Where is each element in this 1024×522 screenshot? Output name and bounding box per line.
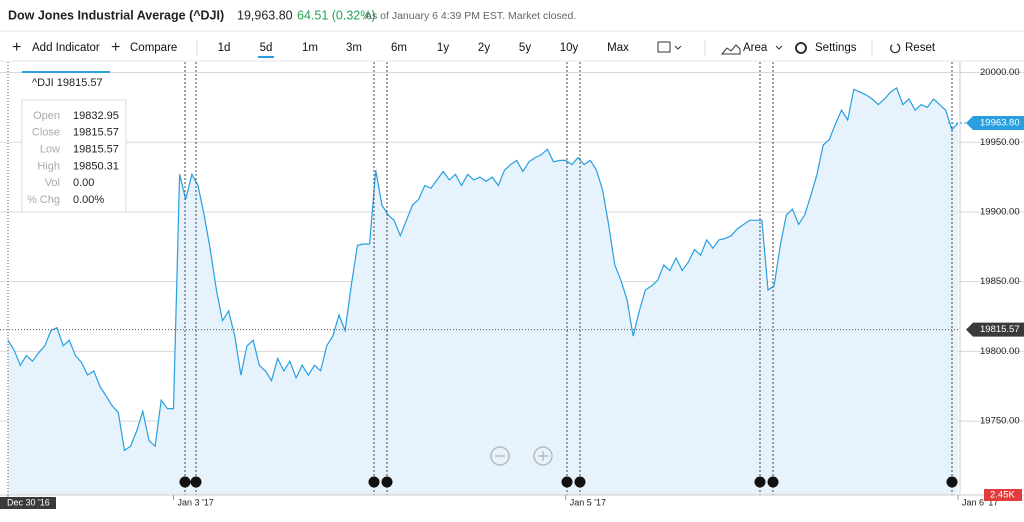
price-line [7,86,959,452]
compare[interactable]: Compare [130,42,177,54]
event-marker [190,476,202,488]
event-marker [754,476,766,488]
price-label: 19963.80 [980,118,1020,129]
tooltip-label: Low [40,144,60,156]
price-tag [966,116,1024,131]
area-button[interactable]: Area [743,42,768,54]
range-button[interactable]: 5y [519,42,531,54]
range-button[interactable]: 1d [218,42,231,54]
y-tick-label: 19900.00 [980,206,1020,217]
tooltip-label: Close [32,127,60,139]
plus-icon: + [111,39,120,56]
tooltip-box [21,99,127,213]
tooltip-value: 19832.95 [73,110,119,122]
range-button[interactable]: 3m [346,42,362,54]
crosshair-label: 19815.57 [980,324,1020,335]
zoom-out[interactable] [490,446,510,466]
event-marker [179,476,191,488]
range-button[interactable]: Max [607,42,629,54]
tooltip-value: 19815.57 [73,127,119,139]
quote-change: 64.51 (0.32%) [297,8,376,22]
y-tick-label: 20000.00 [980,67,1020,78]
add-indicator[interactable]: Add Indicator [32,42,100,54]
plus-icon: + [12,39,21,56]
reset-button[interactable]: Reset [905,42,936,54]
settings-icon [795,42,807,54]
y-tick-label: 19800.00 [980,346,1020,357]
event-marker [946,476,958,488]
volume-tag [984,489,1022,501]
y-tick-label: 19850.00 [980,276,1020,287]
tooltip-value: 0.00 [73,177,94,189]
range-button[interactable]: 2y [478,42,490,54]
x-tick-label: Jan 6 '17 [962,497,998,507]
tooltip-head [22,72,110,94]
tooltip-value: 19850.31 [73,160,119,172]
crosshair-tag [966,322,1024,337]
area [8,87,958,496]
area-icon [720,44,741,55]
x-tick-label: Jan 3 '17 [177,497,213,507]
event-marker [561,476,573,488]
calendar-icon[interactable] [657,41,671,53]
event-marker [368,476,380,488]
tooltip-label: High [37,160,60,172]
chevron [775,45,783,50]
chevron [674,45,682,50]
range-button[interactable]: 10y [560,42,579,54]
event-marker [767,476,779,488]
tooltip-value: 19815.57 [73,144,119,156]
x-tick-label: Jan 5 '17 [570,497,606,507]
tooltip: ^DJI 19815.57 Open 19832.95 Close 19815.57 L… [21,71,127,213]
y-tick-label: 19950.00 [980,137,1020,148]
range-button[interactable]: 5d [260,42,273,54]
tooltip-value: 0.00% [73,194,104,206]
quote-status: As of January 6 4:39 PM EST. Market clos… [365,10,576,22]
volume-label: 2.45K [990,490,1015,501]
range-button[interactable]: 6m [391,42,407,54]
tooltip-label: Vol [45,177,60,189]
toolbar: + Add Indicator + Compare Area Settings … [12,39,936,58]
range-button[interactable]: 1m [302,42,318,54]
tooltip-symbol: ^DJI 19815.57 [32,77,103,89]
settings-button[interactable]: Settings [815,42,857,54]
zoom-in-glyph [538,451,548,461]
y-tick-label: 19750.00 [980,416,1020,427]
x-tick-label: Dec 30 '16 [7,497,50,507]
event-marker [574,476,586,488]
zoom-controls [490,446,553,466]
quote-price: 19,963.80 [237,8,293,22]
range-button[interactable]: 1y [437,42,449,54]
event-marker [381,476,393,488]
tooltip-label: % Chg [27,194,60,206]
plot: YAHOO!FINANCE19750.0019800.0019850.00199… [0,62,1024,509]
reset-icon [890,43,901,54]
tooltip-label: Open [33,110,60,122]
x-tick-highlight [0,497,56,509]
quote-title: Dow Jones Industrial Average (^DJI) [8,8,224,22]
zoom-in[interactable] [533,446,553,466]
